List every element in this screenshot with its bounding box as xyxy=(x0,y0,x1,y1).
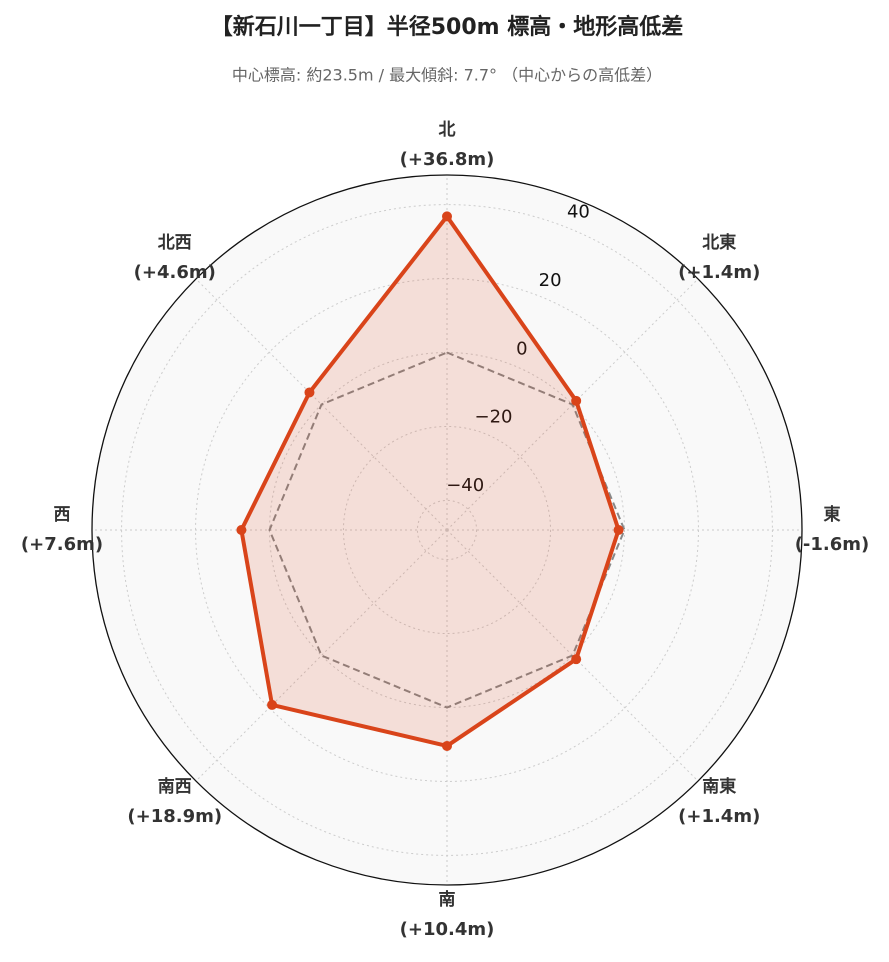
data-point xyxy=(613,525,624,535)
grid-circle xyxy=(195,278,699,782)
data-point xyxy=(442,740,452,751)
spoke xyxy=(446,529,699,782)
chart-subtitle: 中心標高: 約23.5m / 最大傾斜: 7.7° （中心からの高低差） xyxy=(232,66,662,85)
grid-circle xyxy=(416,499,478,561)
value-label: (+4.6m) xyxy=(134,262,216,283)
value-label: (+1.4m) xyxy=(678,262,760,283)
data-point xyxy=(236,525,247,535)
value-label: (+1.4m) xyxy=(678,806,760,827)
r-tick-label: 0 xyxy=(516,338,527,359)
value-label: (+10.4m) xyxy=(400,919,495,940)
value-label: (+36.8m) xyxy=(400,149,495,170)
spoke xyxy=(195,278,448,531)
data-area xyxy=(241,216,619,746)
data-point xyxy=(304,387,315,398)
r-tick-label: −40 xyxy=(446,475,484,496)
data-point xyxy=(571,395,582,406)
data-point xyxy=(442,211,452,222)
category-label: 南東 xyxy=(702,776,736,797)
spoke xyxy=(195,529,448,782)
chart-title: 【新石川一丁目】半径500m 標高・地形高低差 xyxy=(211,14,684,40)
grid-circle xyxy=(121,204,773,856)
value-label: (-1.6m) xyxy=(795,534,870,555)
category-label: 南 xyxy=(439,889,456,910)
value-label: (+7.6m) xyxy=(21,534,103,555)
category-label: 北東 xyxy=(702,232,736,253)
category-label: 東 xyxy=(824,504,841,525)
category-label: 西 xyxy=(54,505,71,525)
category-label: 北 xyxy=(439,120,456,140)
r-tick-label: 40 xyxy=(567,202,590,223)
grid-circle xyxy=(342,425,552,635)
value-label: (+18.9m) xyxy=(127,806,222,827)
spoke xyxy=(446,278,699,531)
category-label: 南西 xyxy=(158,776,192,797)
r-tick-label: 20 xyxy=(539,270,562,291)
category-label: 北西 xyxy=(158,233,192,253)
r-tick-label: −20 xyxy=(475,407,513,428)
data-point xyxy=(571,654,582,665)
data-point xyxy=(267,699,278,710)
